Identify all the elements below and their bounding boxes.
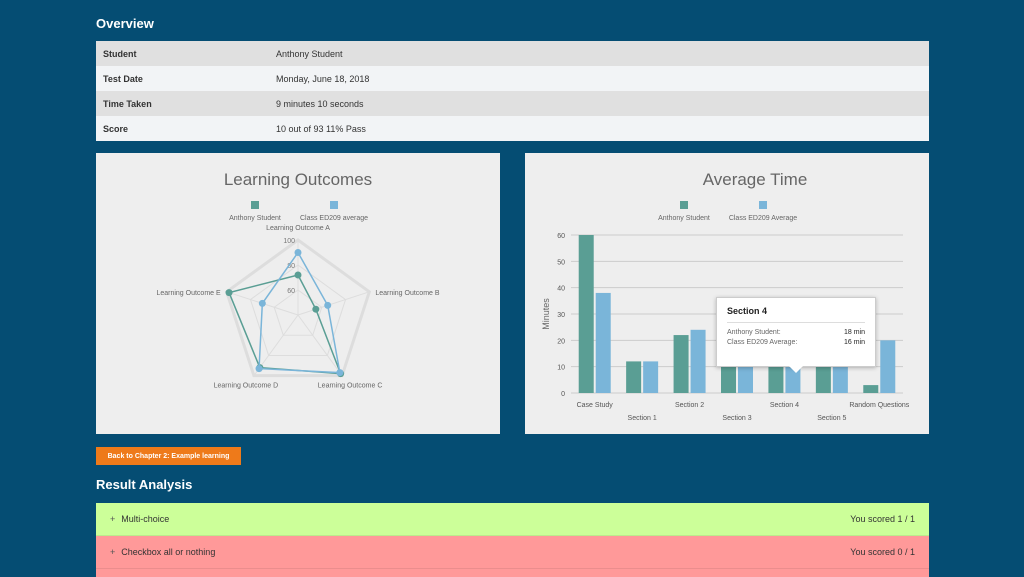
legend-label: Class ED209 Average bbox=[729, 215, 797, 222]
radar-tick-label: 60 bbox=[287, 288, 295, 295]
radar-series-line bbox=[228, 274, 342, 375]
y-tick-label: 30 bbox=[557, 312, 565, 319]
bar bbox=[595, 292, 611, 393]
tooltip-title: Section 4 bbox=[727, 306, 865, 323]
radar-category-label: Learning Outcome D bbox=[214, 383, 279, 390]
radar-point bbox=[294, 271, 302, 279]
radar-point bbox=[324, 301, 332, 309]
y-tick-label: 0 bbox=[561, 391, 565, 398]
tooltip-row: Anthony Student: 18 min bbox=[727, 329, 865, 336]
tooltip-value: 16 min bbox=[843, 339, 865, 346]
bar bbox=[863, 385, 879, 393]
learning-outcomes-panel: Learning Outcomes Anthony Student Class ED… bbox=[96, 153, 500, 434]
radar-tick-label: 80 bbox=[287, 263, 295, 270]
overview-value: 10 out of 93 11% Pass bbox=[269, 116, 929, 141]
y-tick-label: 40 bbox=[557, 286, 565, 293]
bar bbox=[643, 361, 659, 393]
radar-category-label: Learning Outcome E bbox=[156, 290, 221, 297]
bar bbox=[880, 340, 896, 393]
radar-category-label: Learning Outcome A bbox=[266, 225, 330, 232]
x-tick-label: Random Questions bbox=[849, 402, 909, 409]
x-tick-label: Section 5 bbox=[817, 415, 846, 422]
radar-series-line bbox=[258, 251, 341, 374]
radar-point bbox=[255, 365, 263, 373]
radar-point bbox=[312, 305, 320, 313]
result-score: You scored 1 / 1 bbox=[850, 514, 915, 524]
tooltip-label: Anthony Student: bbox=[727, 329, 781, 336]
radar-axis bbox=[297, 291, 370, 316]
overview-label: Test Date bbox=[96, 66, 269, 91]
overview-label: Time Taken bbox=[96, 91, 269, 116]
radar-point bbox=[225, 289, 233, 297]
overview-table: Student Anthony Student Test Date Monday… bbox=[96, 41, 929, 141]
bar bbox=[690, 329, 706, 393]
radar-category-label: Learning Outcome C bbox=[318, 383, 383, 390]
overview-row-score: Score 10 out of 93 11% Pass bbox=[96, 116, 929, 141]
radar-point bbox=[258, 299, 266, 307]
average-time-panel: Average Time Anthony Student Class ED209 A… bbox=[525, 153, 929, 434]
y-tick-label: 60 bbox=[557, 233, 565, 240]
expand-plus-icon[interactable]: + bbox=[110, 547, 116, 557]
x-tick-label: Section 1 bbox=[628, 415, 657, 422]
x-tick-label: Section 2 bbox=[675, 402, 704, 409]
bar bbox=[673, 335, 689, 393]
x-tick-label: Section 3 bbox=[722, 415, 751, 422]
back-to-chapter-button[interactable]: Back to Chapter 2: Example learning bbox=[96, 447, 241, 465]
bar bbox=[626, 361, 642, 393]
radar-tick-label: 100 bbox=[283, 238, 295, 245]
result-row-multi-choice[interactable]: + Multi-choice You scored 1 / 1 bbox=[96, 503, 929, 536]
result-row-next[interactable] bbox=[96, 569, 929, 577]
tooltip-label: Class ED209 Average: bbox=[727, 339, 798, 346]
legend-marker bbox=[759, 201, 767, 209]
overview-label: Score bbox=[96, 116, 269, 141]
overview-value: Monday, June 18, 2018 bbox=[269, 66, 929, 91]
overview-value: 9 minutes 10 seconds bbox=[269, 91, 929, 116]
overview-title: Overview bbox=[96, 16, 154, 31]
radar-category-label: Learning Outcome B bbox=[375, 290, 440, 297]
overview-label: Student bbox=[96, 41, 269, 66]
tooltip-value: 18 min bbox=[843, 329, 865, 336]
result-score: You scored 0 / 1 bbox=[850, 547, 915, 557]
result-label: Multi-choice bbox=[121, 514, 170, 524]
overview-row-test-date: Test Date Monday, June 18, 2018 bbox=[96, 66, 929, 91]
legend-marker bbox=[680, 201, 688, 209]
legend-marker bbox=[330, 201, 338, 209]
radar-point bbox=[294, 249, 302, 256]
y-tick-label: 50 bbox=[557, 259, 565, 266]
overview-value: Anthony Student bbox=[269, 41, 929, 66]
x-tick-label: Section 4 bbox=[770, 402, 799, 409]
result-label: Checkbox all or nothing bbox=[121, 547, 216, 557]
legend-marker bbox=[251, 201, 259, 209]
chart-title: Average Time bbox=[703, 170, 808, 189]
tooltip-row: Class ED209 Average: 16 min bbox=[727, 339, 865, 346]
legend-label: Class ED209 average bbox=[300, 215, 368, 222]
x-tick-label: Case Study bbox=[577, 402, 614, 409]
result-analysis-title: Result Analysis bbox=[96, 477, 193, 492]
overview-row-student: Student Anthony Student bbox=[96, 41, 929, 66]
radar-chart: Learning Outcomes Anthony Student Class ED… bbox=[156, 170, 440, 390]
chart-tooltip: Section 4 Anthony Student: 18 min Class … bbox=[716, 297, 876, 373]
bar bbox=[578, 235, 594, 393]
radar-grid bbox=[273, 289, 323, 336]
legend-label: Anthony Student bbox=[658, 215, 710, 222]
result-row-checkbox[interactable]: + Checkbox all or nothing You scored 0 /… bbox=[96, 536, 929, 569]
radar-axis bbox=[297, 314, 343, 376]
radar-point bbox=[336, 369, 344, 377]
legend-label: Anthony Student bbox=[229, 215, 281, 222]
radar-grid bbox=[224, 238, 372, 378]
overview-row-time-taken: Time Taken 9 minutes 10 seconds bbox=[96, 91, 929, 116]
expand-plus-icon[interactable]: + bbox=[110, 514, 116, 524]
y-tick-label: 20 bbox=[557, 338, 565, 345]
y-tick-label: 10 bbox=[557, 365, 565, 372]
y-axis-label: Minutes bbox=[541, 298, 551, 330]
chart-title: Learning Outcomes bbox=[224, 170, 372, 189]
bar-chart: Average Time Anthony Student Class ED209 A… bbox=[541, 170, 910, 422]
radar-grid bbox=[249, 264, 347, 356]
